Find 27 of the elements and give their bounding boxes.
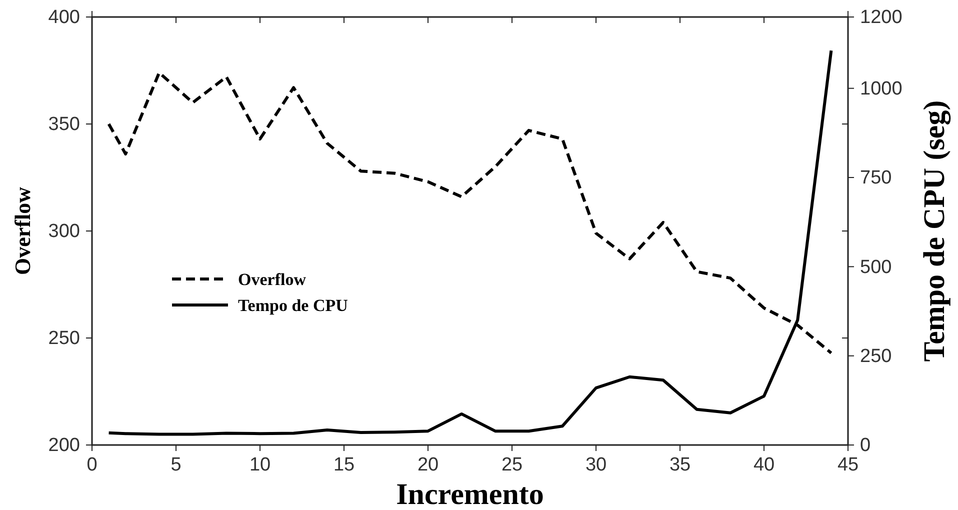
y2-tick-label: 1000 [860, 78, 902, 100]
y-tick-label: 300 [48, 221, 80, 242]
x-tick-label: 35 [669, 454, 691, 476]
y-tick-label: 250 [48, 328, 80, 350]
x-axis-title: Incremento [396, 478, 544, 510]
y-tick-label: 200 [48, 435, 80, 456]
legend-label: Tempo de CPU [238, 296, 348, 315]
y2-tick-label: 250 [860, 346, 892, 367]
y-tick-label: 350 [48, 114, 80, 136]
x-tick-label: 40 [753, 454, 775, 476]
y2-tick-label: 750 [860, 168, 892, 189]
x-tick-label: 10 [249, 454, 271, 476]
x-tick-label: 45 [837, 454, 859, 476]
y2-tick-label: 1200 [860, 7, 902, 28]
line-series [107, 49, 833, 436]
y2-axis-title: Tempo de CPU (seg) [918, 100, 951, 362]
x-tick-label: 0 [86, 454, 98, 476]
legend-label: Overflow [238, 270, 307, 289]
x-tick-label: 5 [170, 454, 182, 476]
x-tick-label: 25 [501, 454, 523, 476]
y-axis-title: Overflow [10, 186, 35, 275]
x-tick-label: 30 [585, 454, 607, 476]
x-tick-label: 20 [417, 454, 439, 476]
x-tick-label: 15 [333, 454, 355, 476]
y2-tick-label: 0 [860, 435, 871, 456]
y2-tick-label: 500 [860, 256, 892, 278]
y-tick-label: 400 [48, 7, 80, 28]
